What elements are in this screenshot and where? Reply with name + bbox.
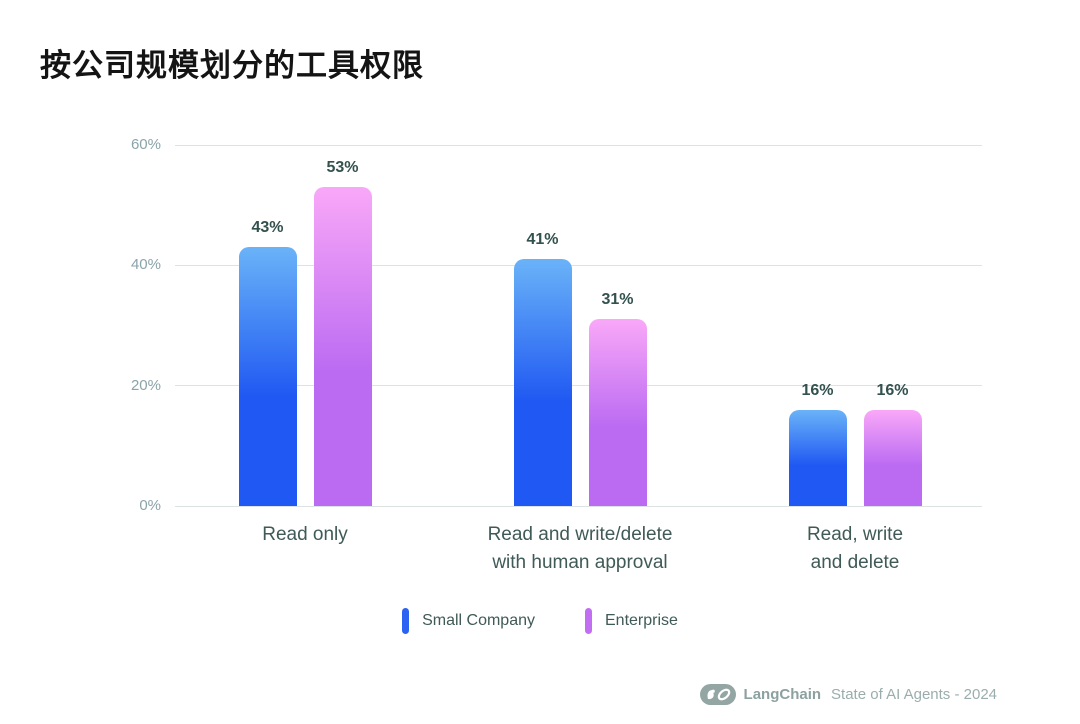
legend-marker-icon (585, 608, 592, 634)
value-label-small-company: 43% (251, 219, 284, 237)
gridline-40pct (175, 264, 982, 266)
legend-marker-icon (402, 608, 410, 634)
category-label: Read and write/delete with human approva… (487, 524, 673, 573)
bar-enterprise (588, 319, 647, 506)
bar-enterprise (313, 187, 372, 506)
legend: Small Company Enterprise (0, 608, 1080, 634)
bar-enterprise (863, 409, 922, 506)
y-tick-label: 40% (130, 256, 161, 274)
y-tick-label: 60% (130, 136, 161, 153)
category-label: Read, write and delete (806, 524, 904, 573)
langchain-logo-icon (699, 684, 736, 705)
value-label-enterprise: 53% (326, 159, 359, 177)
y-tick-label: 0% (139, 497, 161, 514)
bar-small-company (513, 259, 572, 506)
bar-small-company (788, 409, 847, 506)
gridline-20pct (175, 385, 982, 387)
value-label-enterprise: 31% (601, 291, 634, 309)
footer-caption: State of AI Agents - 2024 (831, 686, 997, 703)
value-label-small-company: 16% (801, 381, 834, 399)
footer-brand: LangChain (743, 686, 822, 703)
y-tick-label: 20% (130, 376, 161, 394)
value-label-enterprise: 16% (876, 381, 909, 399)
value-label-small-company: 41% (526, 231, 559, 249)
legend-item-small-company: Small Company (402, 608, 535, 634)
footer: LangChain State of AI Agents - 2024 (699, 684, 997, 705)
legend-label: Enterprise (605, 612, 678, 629)
page-title: 按公司规模划分的工具权限 (40, 48, 424, 83)
category-label: Read only (262, 524, 348, 545)
legend-item-enterprise: Enterprise (585, 608, 678, 634)
bar-small-company (238, 247, 297, 506)
gridline-0pct (175, 505, 982, 507)
legend-label: Small Company (422, 612, 535, 629)
gridline-60pct (175, 144, 982, 146)
